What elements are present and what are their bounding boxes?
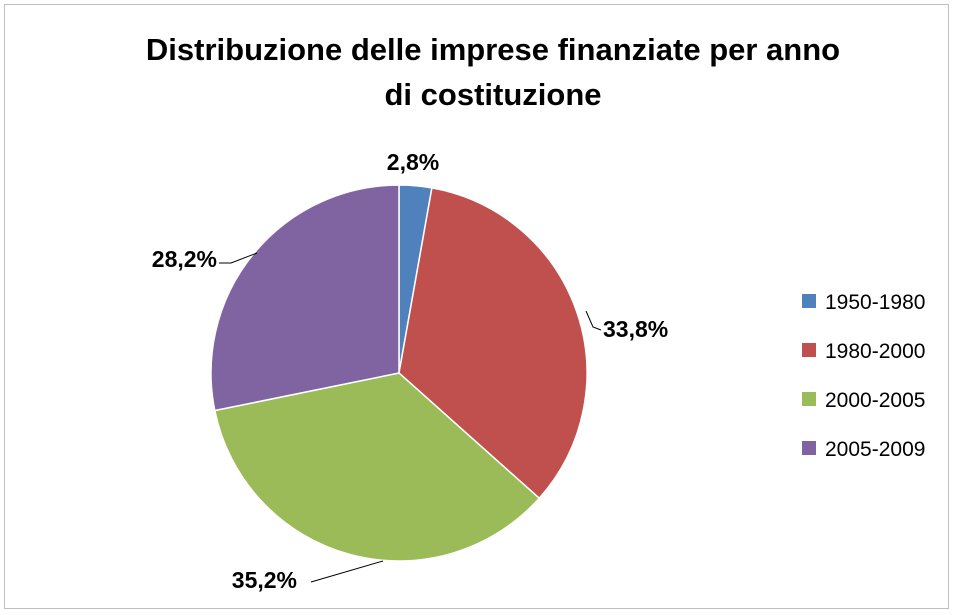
leader-lines	[219, 252, 602, 583]
chart-frame: Distribuzione delle imprese finanziate p…	[4, 4, 949, 609]
legend-swatch-2000-2005	[802, 392, 816, 406]
pie-slice-2000-2005	[213, 372, 541, 562]
data-labels: 2,8% 33,8% 35,2% 28,2%	[152, 149, 668, 593]
leader-line-2000-2005	[310, 560, 384, 583]
legend-label-2005-2009: 2005-2009	[825, 438, 925, 461]
pie-slice-2005-2009	[210, 184, 400, 412]
chart-title-line-1: Distribuzione delle imprese finanziate p…	[146, 32, 840, 67]
chart-title-line-2: di costituzione	[385, 77, 602, 112]
legend-swatch-1980-2000	[802, 343, 816, 357]
pie-slice-1980-2000	[398, 187, 588, 500]
legend-label-2000-2005: 2000-2005	[825, 389, 925, 412]
data-label-1980-2000: 33,8%	[603, 316, 668, 342]
legend: 1950-1980 1980-2000 2000-2005 2005-2009	[802, 291, 925, 461]
pie-chart: Distribuzione delle imprese finanziate p…	[146, 32, 926, 593]
leader-line-1980-2000	[585, 310, 602, 331]
data-label-1950-1980: 2,8%	[387, 149, 439, 175]
legend-label-1950-1980: 1950-1980	[825, 291, 925, 314]
pie-slices	[210, 184, 588, 562]
data-label-2000-2005: 35,2%	[232, 567, 297, 593]
legend-swatch-2005-2009	[802, 441, 816, 455]
legend-swatch-1950-1980	[802, 294, 816, 308]
legend-label-1980-2000: 1980-2000	[825, 340, 925, 363]
data-label-2005-2009: 28,2%	[152, 246, 217, 272]
leader-line-2005-2009	[219, 252, 258, 264]
